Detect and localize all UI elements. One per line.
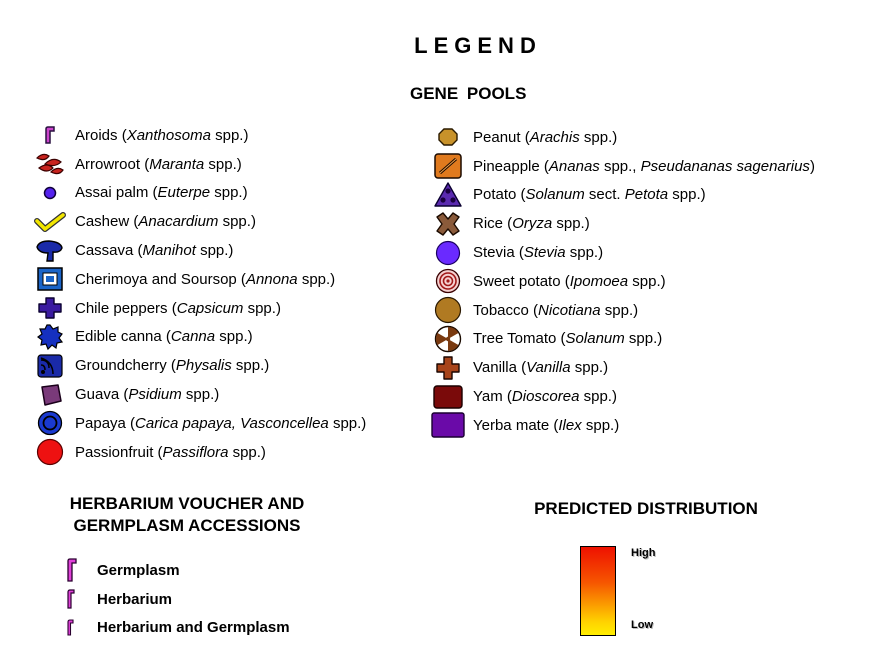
legend-label-rice: Rice (Oryza spp.): [473, 215, 590, 233]
legend-label-guava: Guava (Psidium spp.): [75, 386, 220, 404]
legend-item-passionfruit: Passionfruit (Passiflora spp.): [34, 438, 366, 467]
legend-item-assai-palm: Assai palm (Euterpe spp.): [34, 179, 366, 208]
voucher-label-herbarium: Herbarium: [97, 590, 173, 608]
legend-item-rice: Rice (Oryza spp.): [432, 209, 815, 238]
sweet-potato-target-icon: [432, 268, 464, 294]
legend-item-arrowroot: Arrowroot (Maranta spp.): [34, 150, 366, 179]
distribution-gradient-bar: [580, 546, 616, 636]
legend-label-cherimoya: Cherimoya and Soursop (Annona spp.): [75, 270, 336, 288]
voucher-item-herbarium: Herbarium: [66, 585, 290, 614]
legend-item-sweet-potato: Sweet potato (Ipomoea spp.): [432, 267, 815, 296]
legend-label-papaya: Papaya (Carica papaya, Vasconcellea spp.…: [75, 414, 367, 432]
voucher-title-line1: HERBARIUM VOUCHER AND: [69, 494, 305, 513]
groundcherry-waves-icon: [34, 353, 66, 379]
herbarium-germplasm-hook-icon: [66, 619, 97, 637]
legend-item-pineapple: Pineapple (Ananas spp., Pseudananas sage…: [432, 152, 815, 181]
legend-label-groundcherry: Groundcherry (Physalis spp.): [75, 357, 270, 375]
germplasm-hook-icon: [66, 558, 97, 583]
legend-item-potato: Potato (Solanum sect. Petota spp.): [432, 181, 815, 210]
cashew-check-icon: [34, 209, 66, 235]
potato-triangle-icon: [432, 182, 464, 208]
legend-title: LEGEND: [414, 33, 542, 58]
pineapple-slash-icon: [432, 153, 464, 179]
legend-label-tree-tomato: Tree Tomato (Solanum spp.): [473, 330, 663, 348]
gene-pools-title: GENE POOLS: [410, 84, 527, 103]
legend-label-cashew: Cashew (Anacardium spp.): [75, 213, 256, 231]
legend-label-chile-peppers: Chile peppers (Capsicum spp.): [75, 299, 281, 317]
tree-tomato-radiation-icon: [432, 325, 464, 353]
distribution-high-label: High: [631, 547, 656, 559]
legend-item-yam: Yam (Dioscorea spp.): [432, 382, 815, 411]
legend-item-cherimoya: Cherimoya and Soursop (Annona spp.): [34, 265, 366, 294]
stevia-circle-icon: [432, 240, 464, 266]
legend-label-yam: Yam (Dioscorea spp.): [473, 388, 617, 406]
legend-item-vanilla: Vanilla (Vanilla spp.): [432, 353, 815, 382]
legend-item-tobacco: Tobacco (Nicotiana spp.): [432, 296, 815, 325]
yerba-mate-rect-icon: [431, 412, 465, 439]
legend-label-stevia: Stevia (Stevia spp.): [473, 244, 604, 262]
legend-item-guava: Guava (Psidium spp.): [34, 380, 366, 409]
rice-x-icon: [432, 211, 464, 237]
legend-label-potato: Potato (Solanum sect. Petota spp.): [473, 186, 706, 204]
legend-item-peanut: Peanut (Arachis spp.): [432, 123, 815, 152]
gene-pools-left-column: Aroids (Xanthosoma spp.) Arrowroot (Mara…: [34, 121, 366, 467]
legend-item-stevia: Stevia (Stevia spp.): [432, 238, 815, 267]
legend-item-cashew: Cashew (Anacardium spp.): [34, 207, 366, 236]
legend-label-edible-canna: Edible canna (Canna spp.): [75, 328, 253, 346]
voucher-list: Germplasm Herbarium Herbarium and Germpl…: [66, 556, 290, 642]
legend-label-arrowroot: Arrowroot (Maranta spp.): [75, 155, 242, 173]
legend-label-yerba-mate: Yerba mate (Ilex spp.): [473, 416, 620, 434]
vanilla-cross-icon: [432, 355, 464, 381]
papaya-ring-icon: [34, 410, 66, 436]
voucher-item-germplasm: Germplasm: [66, 556, 290, 585]
legend-label-cassava: Cassava (Manihot spp.): [75, 242, 234, 260]
cassava-drop-icon: [34, 238, 66, 264]
distribution-title: PREDICTED DISTRIBUTION: [534, 499, 758, 518]
legend-item-groundcherry: Groundcherry (Physalis spp.): [34, 351, 366, 380]
legend-label-aroids: Aroids (Xanthosoma spp.): [75, 126, 249, 144]
yam-rect-icon: [432, 384, 464, 410]
distribution-low-label: Low: [631, 619, 653, 631]
voucher-label-herbarium-and-germplasm: Herbarium and Germplasm: [97, 619, 290, 637]
legend-item-yerba-mate: Yerba mate (Ilex spp.): [431, 411, 815, 440]
legend-label-vanilla: Vanilla (Vanilla spp.): [473, 359, 609, 377]
legend-label-peanut: Peanut (Arachis spp.): [473, 128, 618, 146]
legend-item-aroids: Aroids (Xanthosoma spp.): [34, 121, 366, 150]
legend-item-edible-canna: Edible canna (Canna spp.): [34, 323, 366, 352]
guava-diamond-icon: [34, 382, 66, 408]
chile-cross-icon: [34, 295, 66, 321]
legend-label-pineapple: Pineapple (Ananas spp., Pseudananas sage…: [473, 157, 815, 175]
voucher-section-title: HERBARIUM VOUCHER AND GERMPLASM ACCESSIO…: [52, 493, 322, 537]
canna-gear-icon: [34, 324, 66, 351]
aroids-hook-icon: [34, 122, 66, 148]
tobacco-circle-icon: [432, 297, 464, 324]
legend-label-sweet-potato: Sweet potato (Ipomoea spp.): [473, 272, 666, 290]
gene-pools-right-column: Peanut (Arachis spp.) Pineapple (Ananas …: [431, 123, 815, 440]
legend-label-passionfruit: Passionfruit (Passiflora spp.): [75, 443, 266, 461]
passionfruit-circle-icon: [34, 439, 66, 466]
voucher-item-herbarium-and-germplasm: Herbarium and Germplasm: [66, 614, 290, 643]
peanut-octagon-icon: [432, 124, 464, 150]
voucher-title-line2: GERMPLASM ACCESSIONS: [73, 516, 301, 535]
assai-dot-icon: [34, 180, 66, 206]
legend-label-assai-palm: Assai palm (Euterpe spp.): [75, 184, 248, 202]
legend-item-papaya: Papaya (Carica papaya, Vasconcellea spp.…: [34, 409, 366, 438]
voucher-label-germplasm: Germplasm: [97, 561, 180, 579]
legend-item-tree-tomato: Tree Tomato (Solanum spp.): [432, 325, 815, 354]
legend-label-tobacco: Tobacco (Nicotiana spp.): [473, 301, 639, 319]
arrowroot-leaves-icon: [34, 151, 66, 177]
legend-item-cassava: Cassava (Manihot spp.): [34, 236, 366, 265]
cherimoya-square-icon: [34, 266, 66, 292]
herbarium-hook-icon: [66, 589, 97, 609]
legend-item-chile-peppers: Chile peppers (Capsicum spp.): [34, 294, 366, 323]
